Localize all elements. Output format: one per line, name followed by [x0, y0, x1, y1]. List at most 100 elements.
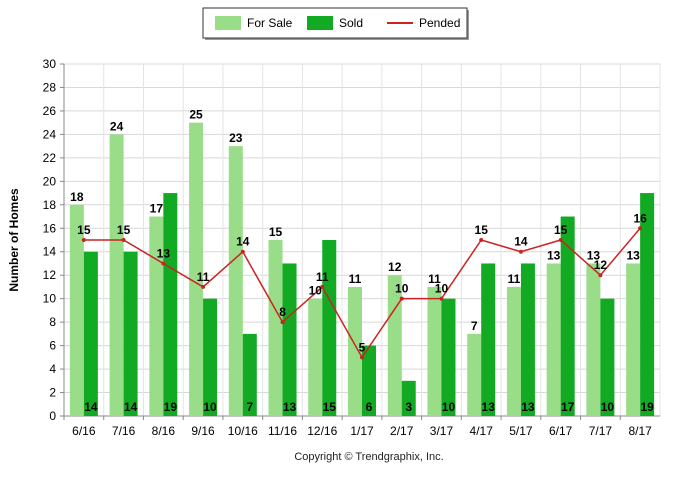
- x-tick-label: 6/16: [72, 424, 96, 438]
- bars: [69, 122, 655, 417]
- bar-sold: [520, 263, 535, 416]
- for-sale-data-label: 12: [388, 260, 402, 274]
- y-tick-label: 8: [49, 315, 56, 329]
- x-tick-label: 12/16: [307, 424, 337, 438]
- y-tick-label: 18: [43, 198, 57, 212]
- sold-data-label: 15: [323, 400, 337, 414]
- y-tick-label: 26: [43, 104, 57, 118]
- for-sale-data-label: 13: [547, 248, 561, 262]
- x-tick-label: 5/17: [509, 424, 533, 438]
- x-tick-label: 4/17: [470, 424, 494, 438]
- for-sale-data-label: 18: [70, 190, 84, 204]
- x-tick-label: 2/17: [390, 424, 414, 438]
- sold-data-label: 13: [482, 400, 496, 414]
- for-sale-data-label: 24: [110, 119, 124, 133]
- y-tick-label: 2: [49, 386, 56, 400]
- bar-for-sale: [586, 263, 601, 416]
- for-sale-data-label: 11: [349, 272, 362, 286]
- pended-data-label: 8: [279, 305, 286, 319]
- pended-data-label: 12: [594, 258, 608, 272]
- copyright-footer: Copyright © Trendgraphix, Inc.: [294, 451, 443, 463]
- pended-point: [280, 320, 285, 325]
- bar-for-sale: [387, 275, 402, 416]
- bar-for-sale: [427, 286, 442, 416]
- bar-for-sale: [546, 263, 561, 416]
- bar-sold: [203, 298, 218, 416]
- pended-point: [81, 238, 86, 242]
- legend-swatch: [215, 16, 241, 30]
- bar-sold: [163, 193, 178, 416]
- pended-data-label: 11: [197, 270, 210, 284]
- bar-for-sale: [149, 216, 164, 416]
- x-tick-label: 8/16: [152, 424, 176, 438]
- y-tick-label: 28: [43, 80, 57, 94]
- bar-for-sale: [228, 146, 243, 416]
- pended-data-label: 15: [117, 223, 131, 237]
- for-sale-data-label: 17: [150, 202, 164, 216]
- sold-data-label: 10: [203, 400, 217, 414]
- legend-label: For Sale: [247, 16, 293, 30]
- bar-for-sale: [348, 286, 362, 416]
- x-tick-label: 1/17: [350, 424, 374, 438]
- y-tick-label: 10: [43, 292, 57, 306]
- y-tick-label: 24: [43, 127, 57, 141]
- pended-data-label: 15: [77, 223, 91, 237]
- sold-data-label: 17: [561, 400, 575, 414]
- sold-data-label: 6: [366, 400, 373, 414]
- pended-data-label: 5: [359, 340, 366, 354]
- bar-sold: [282, 263, 297, 416]
- bar-for-sale: [189, 122, 204, 417]
- for-sale-data-label: 15: [269, 225, 283, 239]
- sold-data-label: 19: [640, 400, 654, 414]
- pended-data-label: 16: [633, 211, 647, 225]
- bar-for-sale: [467, 333, 482, 416]
- x-tick-label: 6/17: [549, 424, 573, 438]
- y-tick-label: 14: [43, 245, 57, 259]
- pended-data-label: 10: [435, 282, 449, 296]
- bar-sold: [362, 345, 376, 416]
- bar-sold: [401, 380, 416, 416]
- pended-point: [161, 261, 166, 266]
- x-tick-label: 10/16: [228, 424, 258, 438]
- y-axis-label: Number of Homes: [7, 188, 21, 292]
- pended-data-label: 14: [514, 235, 528, 249]
- pended-data-label: 11: [316, 270, 329, 284]
- pended-point: [479, 238, 484, 242]
- y-tick-label: 4: [49, 362, 56, 376]
- legend-box: [202, 7, 468, 39]
- bar-for-sale: [268, 240, 283, 416]
- y-tick-label: 22: [43, 151, 57, 165]
- sold-data-label: 14: [124, 400, 138, 414]
- pended-data-label: 10: [395, 282, 409, 296]
- bar-sold: [560, 216, 575, 416]
- for-sale-data-label: 25: [189, 108, 203, 122]
- pended-point: [360, 355, 364, 360]
- y-tick-label: 20: [43, 174, 57, 188]
- for-sale-data-label: 11: [428, 272, 441, 286]
- y-tick-label: 30: [43, 57, 57, 71]
- bar-sold: [83, 251, 98, 416]
- bar-for-sale: [109, 134, 124, 416]
- pended-point: [598, 273, 603, 278]
- bar-sold: [441, 298, 456, 416]
- legend: For Sale Sold Pended: [202, 7, 469, 40]
- bar-for-sale: [626, 263, 641, 416]
- x-tick-label: 9/16: [191, 424, 215, 438]
- y-tick-label: 6: [49, 339, 56, 353]
- x-tick-label: 11/16: [268, 424, 297, 438]
- sold-data-label: 10: [601, 400, 615, 414]
- sold-data-label: 13: [283, 400, 297, 414]
- sold-data-label: 14: [84, 400, 98, 414]
- pended-line: [81, 226, 643, 360]
- bar-sold: [481, 263, 496, 416]
- for-sale-data-label: 10: [309, 284, 323, 298]
- bar-for-sale: [506, 286, 521, 416]
- pended-data-label: 14: [236, 235, 250, 249]
- bar-sold: [600, 298, 615, 416]
- legend-label: Sold: [339, 16, 363, 30]
- sold-data-label: 10: [442, 400, 456, 414]
- bar-for-sale: [308, 298, 323, 416]
- pended-point: [320, 284, 325, 289]
- pended-point: [439, 296, 444, 301]
